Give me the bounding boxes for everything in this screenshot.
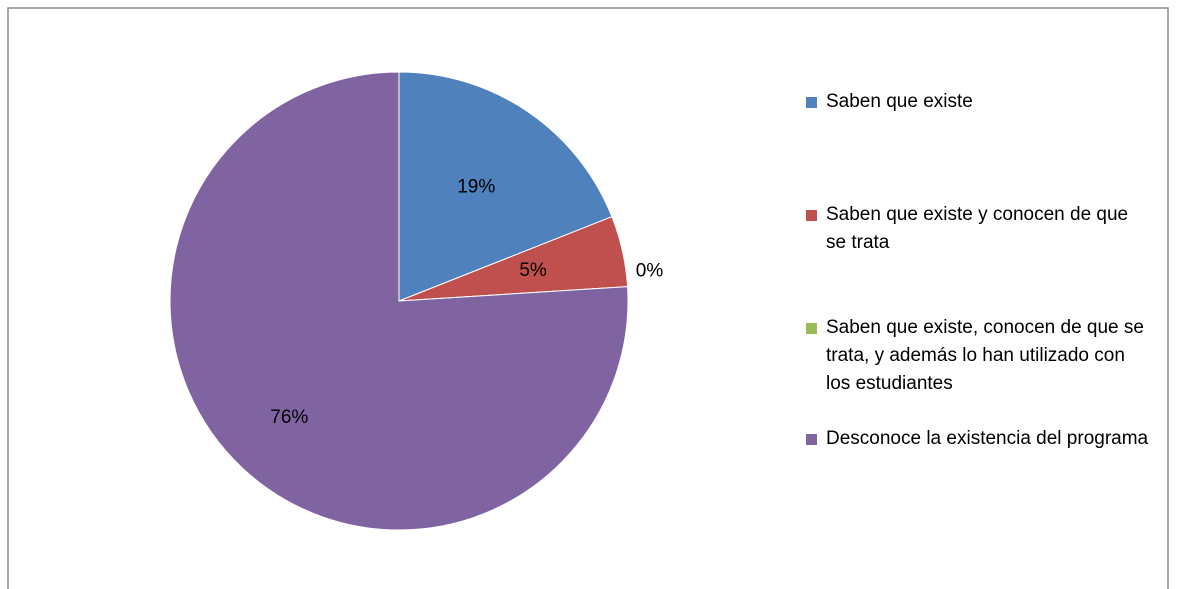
legend-swatch [806, 434, 817, 445]
legend-item: Saben que existe [806, 88, 1151, 116]
data-label: 0% [636, 260, 664, 281]
pie-slice [398, 71, 613, 302]
legend-item: Saben que existe y conocen de que se tra… [806, 201, 1151, 257]
legend-swatch [806, 323, 817, 334]
legend-item: Desconoce la existencia del programa [806, 425, 1151, 453]
data-label: 76% [270, 407, 308, 428]
legend-swatch [806, 210, 817, 221]
legend-swatch [806, 97, 817, 108]
data-label: 5% [519, 260, 547, 281]
frame [7, 7, 1169, 589]
legend-label: Desconoce la existencia del programa [826, 428, 1149, 449]
legend-label: Saben que existe, conocen de que se trat… [826, 317, 1144, 394]
pie-slice [169, 71, 629, 531]
legend-label: Saben que existe [826, 91, 973, 112]
legend-label: Saben que existe y conocen de que se tra… [826, 204, 1129, 253]
legend-item: Saben que existe, conocen de que se trat… [806, 314, 1151, 398]
data-label: 19% [457, 176, 495, 197]
